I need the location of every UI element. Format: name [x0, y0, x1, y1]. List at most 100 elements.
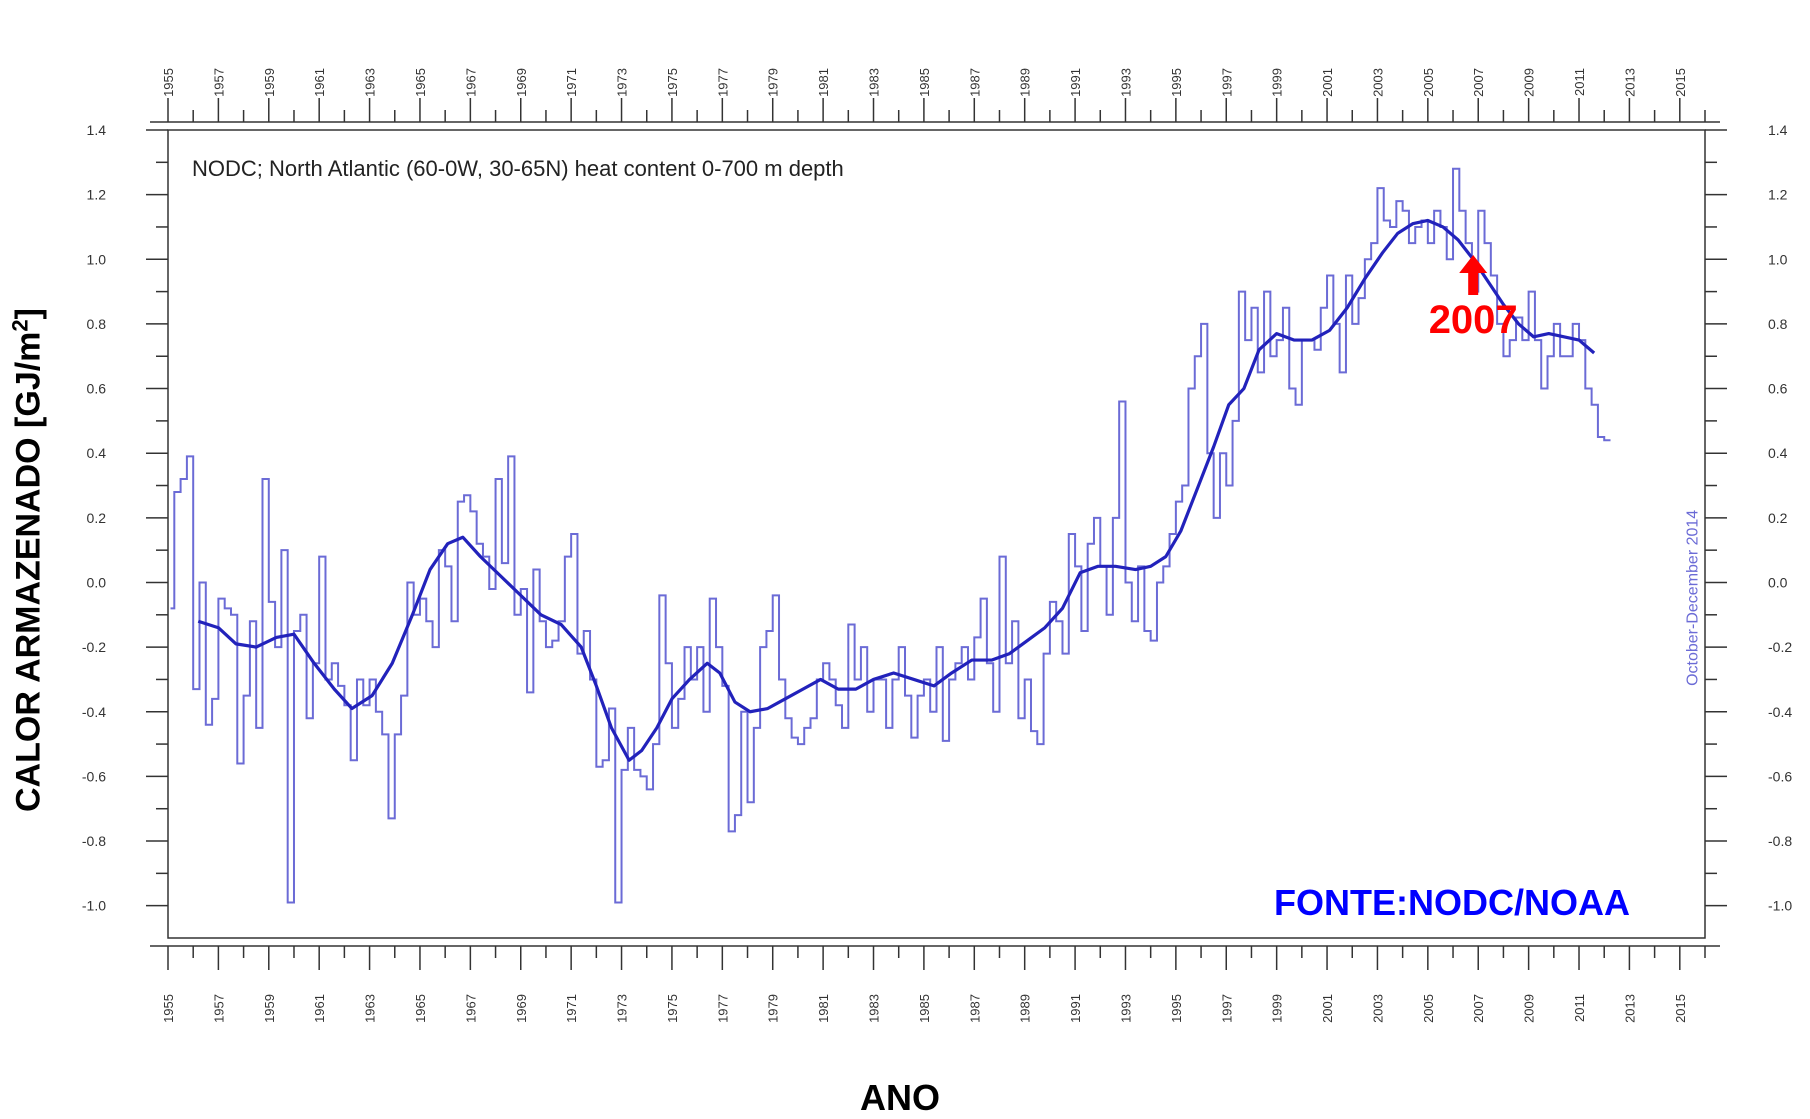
x-tick-label-bottom: 1963	[363, 994, 378, 1023]
x-tick-label-bottom: 1971	[564, 994, 579, 1023]
y-axis-label-superscript: 2	[7, 319, 33, 332]
x-tick-label-top: 2015	[1673, 68, 1688, 97]
y-tick-label-left: 0.2	[87, 510, 107, 526]
x-tick-label-top: 1973	[615, 68, 630, 97]
peak-year-label: 2007	[1429, 298, 1518, 342]
x-tick-label-top: 1995	[1169, 68, 1184, 97]
y-tick-label-left: 1.4	[87, 122, 107, 138]
x-tick-label-bottom: 1961	[312, 994, 327, 1023]
x-tick-label-bottom: 2007	[1471, 994, 1486, 1023]
x-tick-label-bottom: 1957	[211, 994, 226, 1023]
x-tick-label-top: 1955	[161, 68, 176, 97]
plot-frame	[167, 129, 1706, 939]
source-label: FONTE:NODC/NOAA	[1274, 882, 1630, 923]
x-tick-label-bottom: 1995	[1169, 994, 1184, 1023]
x-tick-label-bottom: 1997	[1219, 994, 1234, 1023]
x-tick-label-bottom: 2001	[1320, 994, 1335, 1023]
x-tick-label-top: 1975	[665, 68, 680, 97]
x-tick-label-top: 1981	[816, 68, 831, 97]
bottom-x-axis: 1955 1957 1959 1961 1963 1965 1967 1969 1971 1973…	[150, 945, 1720, 1023]
x-tick-label-bottom: 1965	[413, 994, 428, 1023]
series-layer	[170, 167, 1611, 904]
x-tick-label-bottom: 1973	[615, 994, 630, 1023]
y-tick-label-left: -0.4	[82, 704, 106, 720]
y-tick-label-right: -0.6	[1768, 768, 1792, 784]
y-tick-label-left: 0.4	[87, 445, 107, 461]
x-tick-label-top: 2001	[1320, 68, 1335, 97]
x-tick-label-bottom: 1983	[867, 994, 882, 1023]
x-tick-label-bottom: 1989	[1018, 994, 1033, 1023]
x-tick-label-bottom: 1969	[514, 994, 529, 1023]
x-tick-label-bottom: 1979	[766, 994, 781, 1023]
y-tick-label-left: -0.6	[82, 768, 106, 784]
top-x-axis: 1955 1957 1959 1961 1963 1965 1967 1969 1971 1973…	[150, 68, 1720, 123]
x-tick-label-bottom: 1967	[463, 994, 478, 1023]
axes	[167, 129, 1706, 939]
y-tick-label-right: 0.8	[1768, 316, 1788, 332]
x-tick-label-bottom: 1991	[1068, 994, 1083, 1023]
x-tick-label-top: 1959	[262, 68, 277, 97]
x-tick-label-top: 1991	[1068, 68, 1083, 97]
y-tick-label-right: 1.2	[1768, 187, 1788, 203]
left-y-axis: 1.4 1.2 1.0 0.8 0.6 0.4 0.2 0.0 -0.2 -0.4 -0.6 -0.8…	[82, 122, 168, 914]
y-tick-label-left: 1.2	[87, 187, 107, 203]
x-tick-label-top: 1979	[766, 68, 781, 97]
y-tick-label-right: 0.4	[1768, 445, 1788, 461]
x-tick-label-top: 1987	[967, 68, 982, 97]
x-tick-label-top: 1997	[1219, 68, 1234, 97]
x-tick-label-bottom: 2015	[1673, 994, 1688, 1023]
x-tick-label-bottom: 2009	[1522, 994, 1537, 1023]
x-tick-label-top: 1983	[867, 68, 882, 97]
red-arrow-icon	[1459, 254, 1488, 295]
y-tick-label-right: 0.6	[1768, 381, 1788, 397]
x-tick-label-bottom: 2013	[1622, 994, 1637, 1023]
x-tick-label-top: 2005	[1421, 68, 1436, 97]
y-tick-label-left: -1.0	[82, 898, 106, 914]
y-tick-label-left: 0.8	[87, 316, 107, 332]
x-tick-label-top: 2009	[1522, 68, 1537, 97]
y-tick-label-left: -0.2	[82, 639, 106, 655]
x-tick-label-bottom: 1987	[967, 994, 982, 1023]
x-tick-label-top: 1963	[363, 68, 378, 97]
chart-title: NODC; North Atlantic (60-0W, 30-65N) hea…	[192, 156, 844, 181]
y-tick-label-left: -0.8	[82, 833, 106, 849]
y-tick-label-right: -0.2	[1768, 639, 1792, 655]
y-tick-label-right: -0.4	[1768, 704, 1792, 720]
y-tick-label-right: 0.0	[1768, 574, 1788, 590]
y-tick-label-right: -0.8	[1768, 833, 1792, 849]
x-tick-label-bottom: 2005	[1421, 994, 1436, 1023]
x-tick-label-top: 1967	[463, 68, 478, 97]
x-tick-label-bottom: 1975	[665, 994, 680, 1023]
y-tick-label-left: 1.0	[87, 251, 107, 267]
x-tick-label-bottom: 2011	[1572, 994, 1587, 1022]
peak-arrow-annotation: 2007	[1429, 254, 1518, 342]
y-axis-label: CALOR ARMAZENADO [GJ/m2]	[7, 308, 48, 812]
x-tick-label-top: 1985	[917, 68, 932, 97]
right-y-axis: 1.4 1.2 1.0 0.8 0.6 0.4 0.2 0.0 -0.2 -0.4 -0.6 -0.8…	[1705, 122, 1792, 914]
x-tick-label-top: 1961	[312, 68, 327, 97]
series-running-mean-line	[197, 218, 1596, 762]
y-tick-label-right: 0.2	[1768, 510, 1788, 526]
y-axis-label-main: CALOR ARMAZENADO [GJ/m	[9, 331, 48, 812]
x-tick-label-bottom: 1999	[1270, 994, 1285, 1023]
x-tick-label-top: 1957	[211, 68, 226, 97]
y-axis-label-end: ]	[9, 308, 48, 320]
x-tick-label-bottom: 1959	[262, 994, 277, 1023]
y-tick-label-right: 1.4	[1768, 122, 1788, 138]
x-tick-label-bottom: 2003	[1370, 994, 1385, 1023]
y-tick-label-right: -1.0	[1768, 898, 1792, 914]
x-axis-label: ANO	[860, 1077, 940, 1118]
x-tick-label-top: 1969	[514, 68, 529, 97]
period-label: October-December 2014	[1684, 510, 1701, 686]
x-tick-label-top: 1999	[1270, 68, 1285, 97]
x-tick-label-top: 2003	[1370, 68, 1385, 97]
x-tick-label-top: 1977	[715, 68, 730, 97]
y-tick-label-left: 0.6	[87, 381, 107, 397]
x-tick-label-top: 2011	[1572, 68, 1587, 96]
y-tick-label-left: 0.0	[87, 574, 107, 590]
series-3-monthly-step-line	[170, 167, 1611, 904]
x-tick-label-bottom: 1977	[715, 994, 730, 1023]
x-tick-label-top: 2007	[1471, 68, 1486, 97]
x-tick-label-bottom: 1981	[816, 994, 831, 1023]
x-tick-label-bottom: 1955	[161, 994, 176, 1023]
